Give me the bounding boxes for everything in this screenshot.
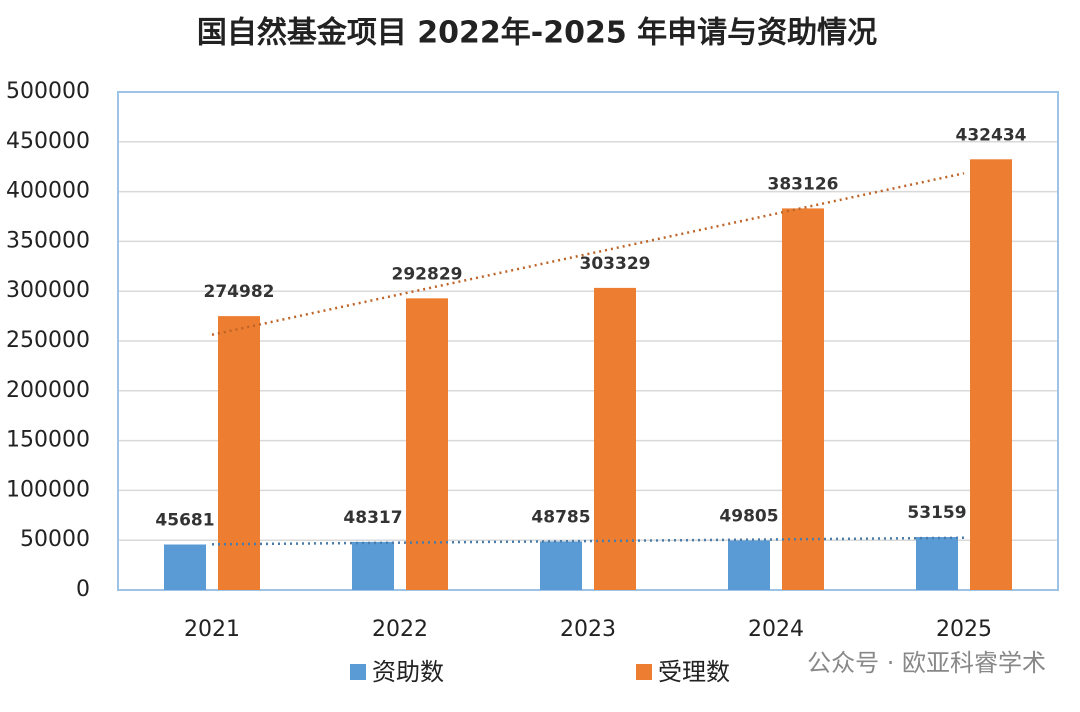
x-tick-label: 2021 (184, 617, 240, 642)
data-label: 303329 (580, 254, 651, 274)
legend-swatch (636, 664, 652, 680)
x-tick-label: 2024 (748, 617, 804, 642)
data-label: 292829 (392, 264, 463, 284)
trendline (211, 536, 965, 546)
bar (916, 537, 958, 590)
x-tick-label: 2025 (936, 617, 992, 642)
y-tick-label: 150000 (6, 428, 90, 453)
bar (594, 287, 636, 590)
plot-border (117, 91, 1059, 591)
bar (218, 316, 260, 590)
y-tick-label: 300000 (6, 278, 90, 303)
x-tick-label: 2022 (372, 617, 428, 642)
chart-title: 国自然基金项目 2022年-2025 年申请与资助情况 (197, 16, 877, 51)
data-label: 45681 (155, 511, 214, 531)
bar (540, 541, 582, 590)
y-tick-label: 350000 (6, 228, 90, 253)
y-tick-label: 450000 (6, 129, 90, 154)
y-tick-label: 250000 (6, 328, 90, 353)
y-tick-label: 400000 (6, 179, 90, 204)
data-label: 432434 (956, 125, 1027, 145)
data-label: 53159 (907, 503, 966, 523)
bar (970, 159, 1012, 591)
bar (406, 298, 448, 590)
data-label: 48785 (531, 507, 590, 527)
data-label: 48317 (343, 508, 402, 528)
trendline (211, 172, 965, 336)
data-label: 274982 (204, 282, 275, 302)
data-label: 49805 (719, 506, 778, 526)
x-tick-label: 2023 (560, 617, 616, 642)
data-label: 383126 (768, 174, 839, 194)
y-tick-label: 0 (76, 577, 90, 602)
watermark: 公众号 · 欧亚科睿学术 (807, 649, 1046, 677)
legend-label: 资助数 (372, 658, 444, 686)
y-tick-label: 200000 (6, 378, 90, 403)
bar (352, 541, 394, 590)
y-tick-label: 100000 (6, 477, 90, 502)
bar (728, 540, 770, 590)
bar (782, 208, 824, 591)
y-tick-label: 500000 (6, 79, 90, 104)
bar (164, 544, 206, 590)
legend-swatch (350, 664, 366, 680)
y-tick-label: 50000 (20, 527, 90, 552)
legend-label: 受理数 (658, 658, 730, 686)
